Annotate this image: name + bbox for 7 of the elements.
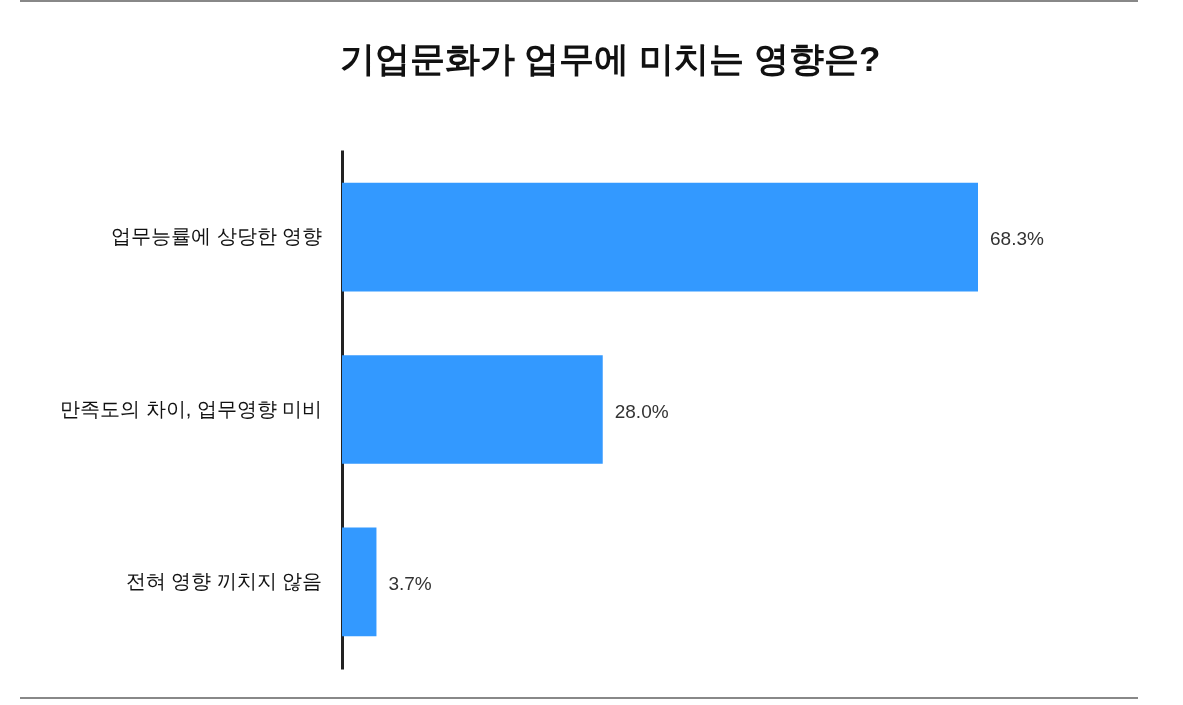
y-tick-label: 전혀 영향 끼치지 않음 — [125, 569, 323, 592]
chart-title: 기업문화가 업무에 미치는 영향은? — [339, 39, 881, 78]
data-label: 28.0% — [614, 400, 669, 422]
data-label: 68.3% — [990, 228, 1044, 250]
y-tick-label: 업무능률에 상당한 영향 — [111, 225, 323, 248]
y-tick-label: 만족도의 차이, 업무영향 미비 — [60, 397, 323, 420]
data-label: 3.7% — [388, 572, 432, 594]
